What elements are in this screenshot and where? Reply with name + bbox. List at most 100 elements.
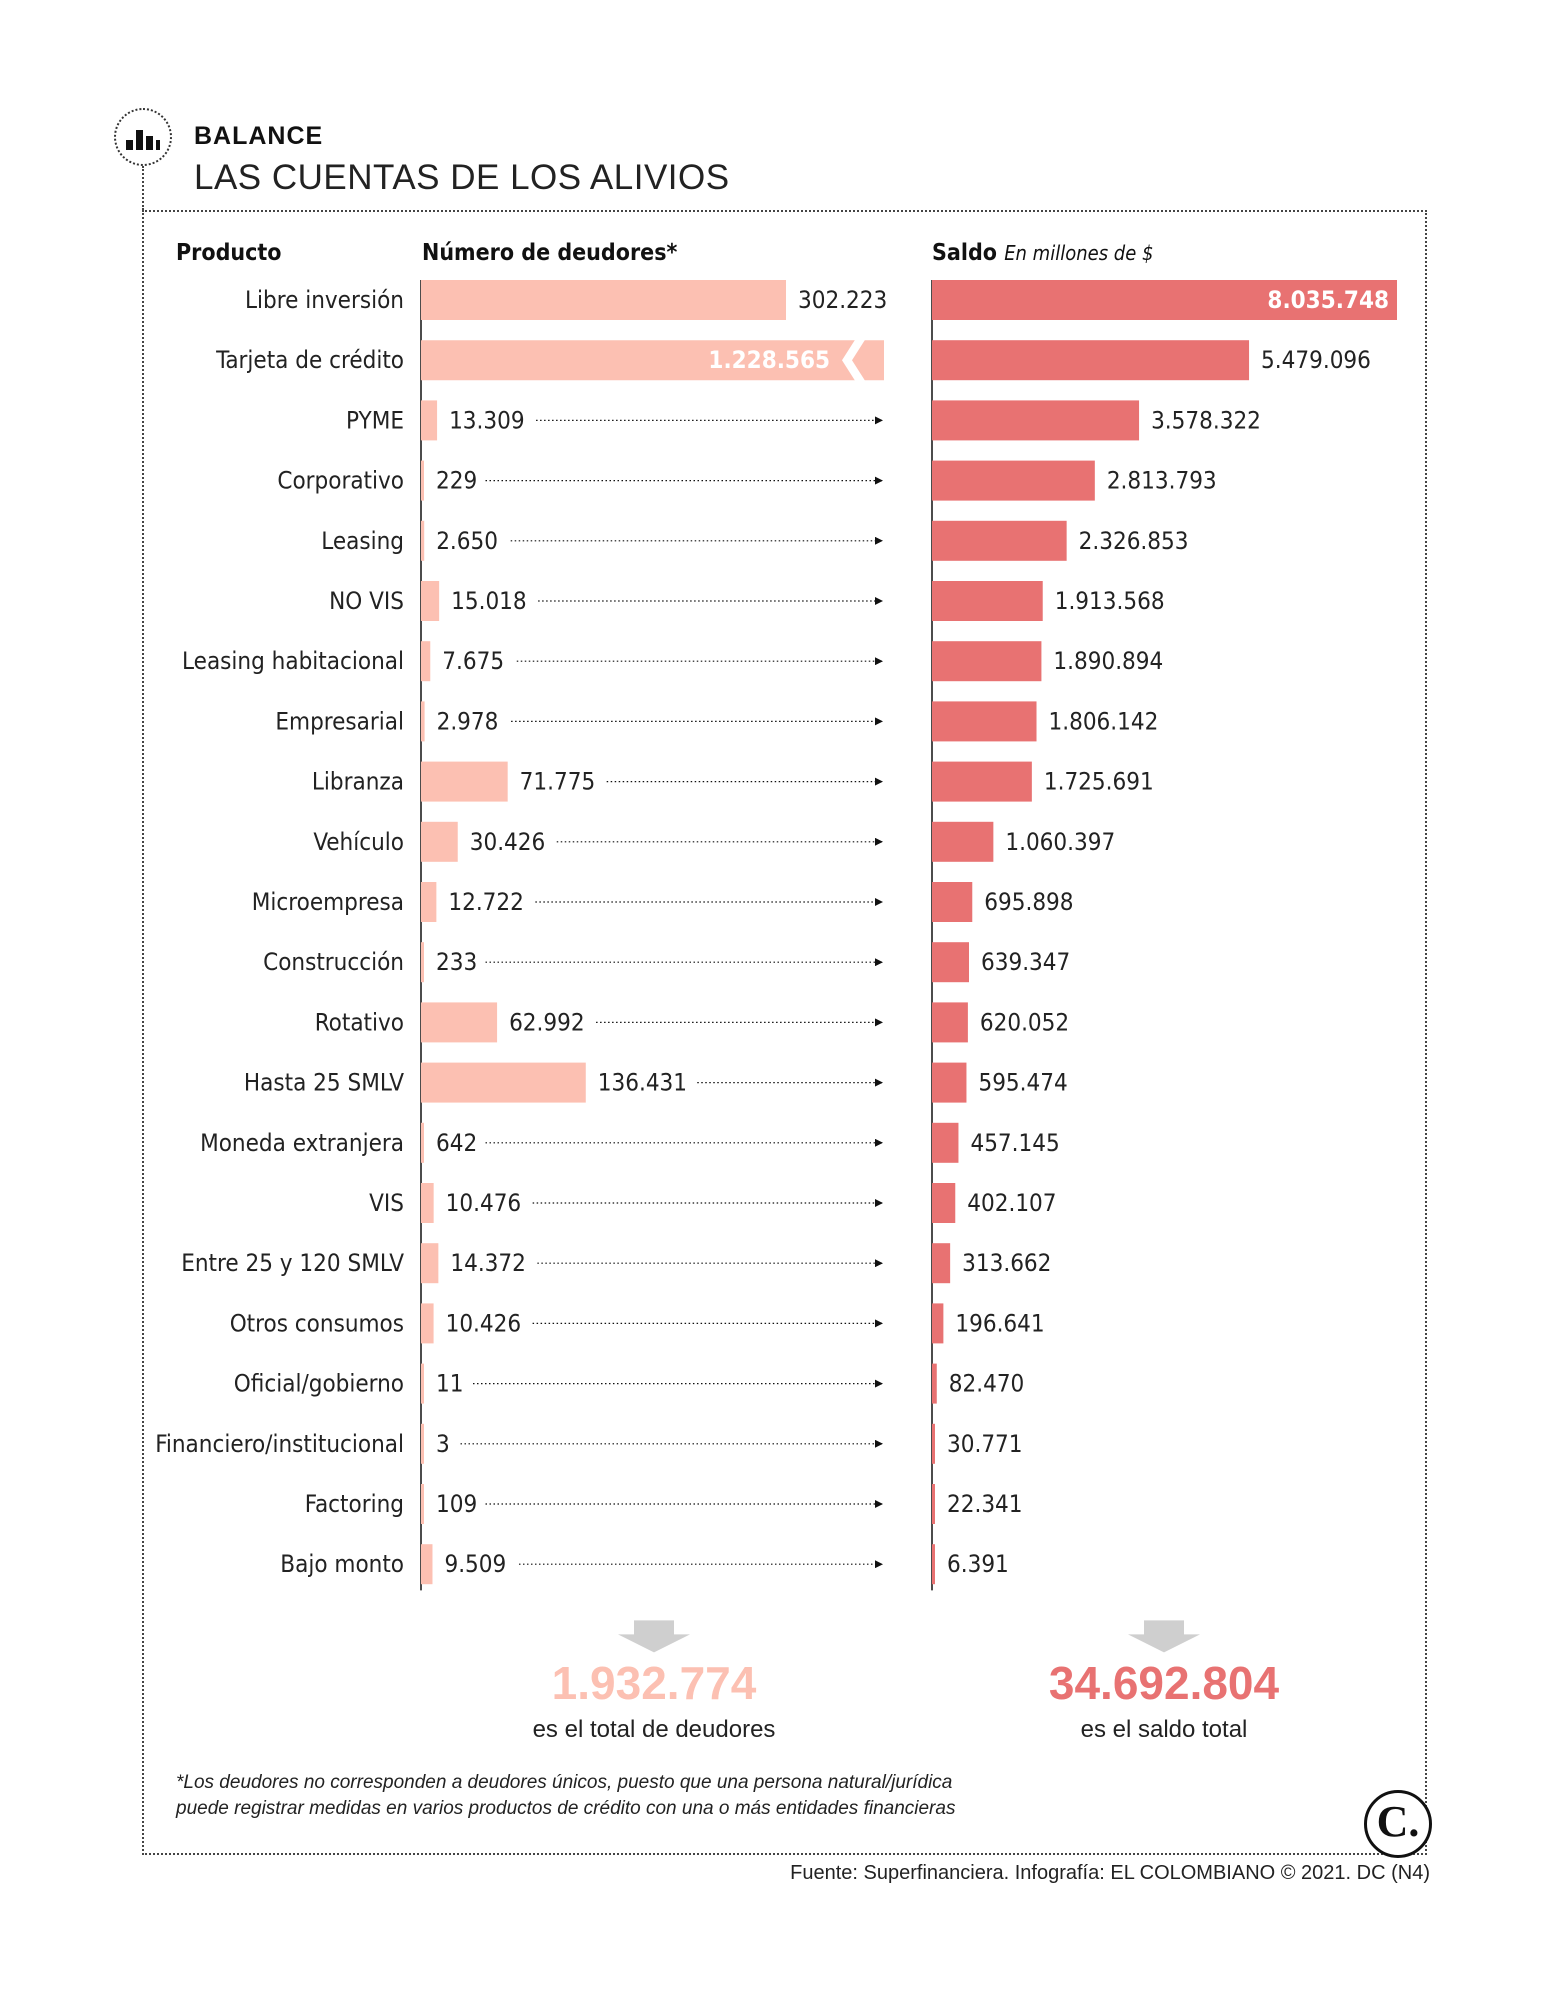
debtors-value-label: 2.978 <box>437 707 499 735</box>
footnote-line-2: puede registrar medidas en varios produc… <box>176 1798 956 1819</box>
balance-value-label: 82.470 <box>949 1370 1025 1398</box>
down-arrow-icon <box>618 1620 690 1653</box>
balance-bar <box>932 882 973 922</box>
balance-value-label: 2.326.853 <box>1079 527 1189 555</box>
debtors-bar <box>421 942 424 983</box>
bar-chart-icon <box>114 108 172 166</box>
down-arrow-icon <box>1128 1620 1200 1653</box>
debtors-bar <box>421 581 440 621</box>
category-label: Moneda extranjera <box>200 1129 404 1157</box>
debtors-bar <box>421 882 437 922</box>
debtors-bar <box>421 761 508 802</box>
category-label: Corporativo <box>277 467 404 495</box>
category-label: Leasing habitacional <box>182 647 404 675</box>
bar-break-icon <box>842 338 866 383</box>
debtors-bar <box>421 460 424 501</box>
debtors-value-label: 2.650 <box>436 527 498 555</box>
balance-bar <box>932 1002 968 1043</box>
debtors-bar <box>421 1484 424 1524</box>
balance-bar <box>932 1484 935 1524</box>
debtors-bar <box>421 520 425 561</box>
balance-bar <box>932 761 1032 802</box>
debtors-value-label: 11 <box>436 1370 463 1398</box>
frame-connector <box>142 166 144 210</box>
balance-value-label: 695.898 <box>984 888 1073 916</box>
balance-value-label: 3.578.322 <box>1151 406 1261 434</box>
page-title: LAS CUENTAS DE LOS ALIVIOS <box>194 158 730 197</box>
category-label: Bajo monto <box>280 1550 404 1578</box>
debtors-bar <box>421 1303 434 1344</box>
balance-value-label: 22.341 <box>947 1490 1023 1518</box>
total-balance-value: 34.692.804 <box>1048 1657 1280 1709</box>
balance-bar <box>932 520 1067 561</box>
balance-value-label: 402.107 <box>967 1189 1056 1217</box>
balance-value-label: 313.662 <box>962 1249 1051 1277</box>
category-label: Libre inversión <box>245 286 404 314</box>
product-column-header: Producto <box>176 240 282 266</box>
category-label: Tarjeta de crédito <box>215 346 404 374</box>
debtors-value-label: 136.431 <box>598 1069 687 1097</box>
balance-bar <box>932 340 1250 381</box>
category-label: Financiero/institucional <box>155 1430 404 1458</box>
category-label: Libranza <box>312 768 404 796</box>
section-kicker: BALANCE <box>194 122 324 150</box>
debtors-value-label: 109 <box>436 1490 477 1518</box>
category-label: Leasing <box>321 527 404 555</box>
debtors-bar <box>421 1423 424 1464</box>
balance-bar <box>932 1122 959 1163</box>
footnote-line-1: *Los deudores no corresponden a deudores… <box>176 1772 953 1793</box>
balance-bar <box>932 641 1042 682</box>
balance-bar <box>932 280 1397 320</box>
balance-value-label: 1.060.397 <box>1005 828 1115 856</box>
balance-value-label: 2.813.793 <box>1107 467 1217 495</box>
total-balance-label: es el saldo total <box>1080 1716 1248 1743</box>
balance-bar <box>932 1303 944 1344</box>
debtors-value-label: 13.309 <box>449 406 525 434</box>
debtors-value-label: 14.372 <box>450 1249 526 1277</box>
debtors-value-label: 229 <box>436 467 477 495</box>
debtors-value-label: 15.018 <box>451 587 527 615</box>
category-label: Vehículo <box>313 828 404 856</box>
category-label: VIS <box>369 1189 404 1217</box>
chart-frame <box>142 210 1427 1855</box>
el-colombiano-logo: C. <box>1364 1790 1432 1858</box>
debtors-value-label: 71.775 <box>520 768 596 796</box>
balance-bar <box>932 1183 956 1223</box>
category-label: PYME <box>346 406 404 434</box>
debtors-value-label: 10.476 <box>446 1189 522 1217</box>
debtors-value-label: 30.426 <box>470 828 546 856</box>
balance-bar <box>932 1062 967 1103</box>
category-label: Entre 25 y 120 SMLV <box>181 1249 404 1277</box>
debtors-value-label: 7.675 <box>442 647 504 675</box>
debtors-bar <box>421 1363 424 1404</box>
debtors-bar <box>421 1183 434 1223</box>
category-label: Construcción <box>263 948 404 976</box>
debtors-bar <box>421 280 786 320</box>
balance-value-label: 639.347 <box>981 948 1070 976</box>
debtors-value-label: 302.223 <box>798 286 887 314</box>
balance-value-label: 30.771 <box>947 1430 1023 1458</box>
balance-bar <box>932 1544 935 1585</box>
balance-value-label: 6.391 <box>947 1550 1009 1578</box>
balance-value-label: 457.145 <box>970 1129 1059 1157</box>
debtors-value-label: 9.509 <box>444 1550 506 1578</box>
debtors-bar <box>421 340 884 381</box>
debtors-bar <box>421 1544 433 1585</box>
balance-bar <box>932 701 1037 742</box>
debtors-value-label: 1.228.565 <box>708 346 830 374</box>
balance-unit-note: En millones de $ <box>1004 241 1154 265</box>
balance-bar <box>932 400 1140 441</box>
debtors-value-label: 12.722 <box>448 888 524 916</box>
footnote: *Los deudores no corresponden a deudores… <box>176 1770 1076 1822</box>
debtors-bar <box>421 1122 424 1163</box>
balance-bar <box>932 821 994 862</box>
category-label: Empresarial <box>275 707 404 735</box>
debtors-value-label: 642 <box>436 1129 477 1157</box>
balance-value-label: 1.913.568 <box>1055 587 1165 615</box>
category-label: NO VIS <box>329 587 404 615</box>
debtors-bar <box>421 1062 586 1103</box>
total-debtors-value: 1.932.774 <box>551 1657 757 1709</box>
debtors-bar <box>421 1243 439 1284</box>
debtors-value-label: 3 <box>436 1430 450 1458</box>
